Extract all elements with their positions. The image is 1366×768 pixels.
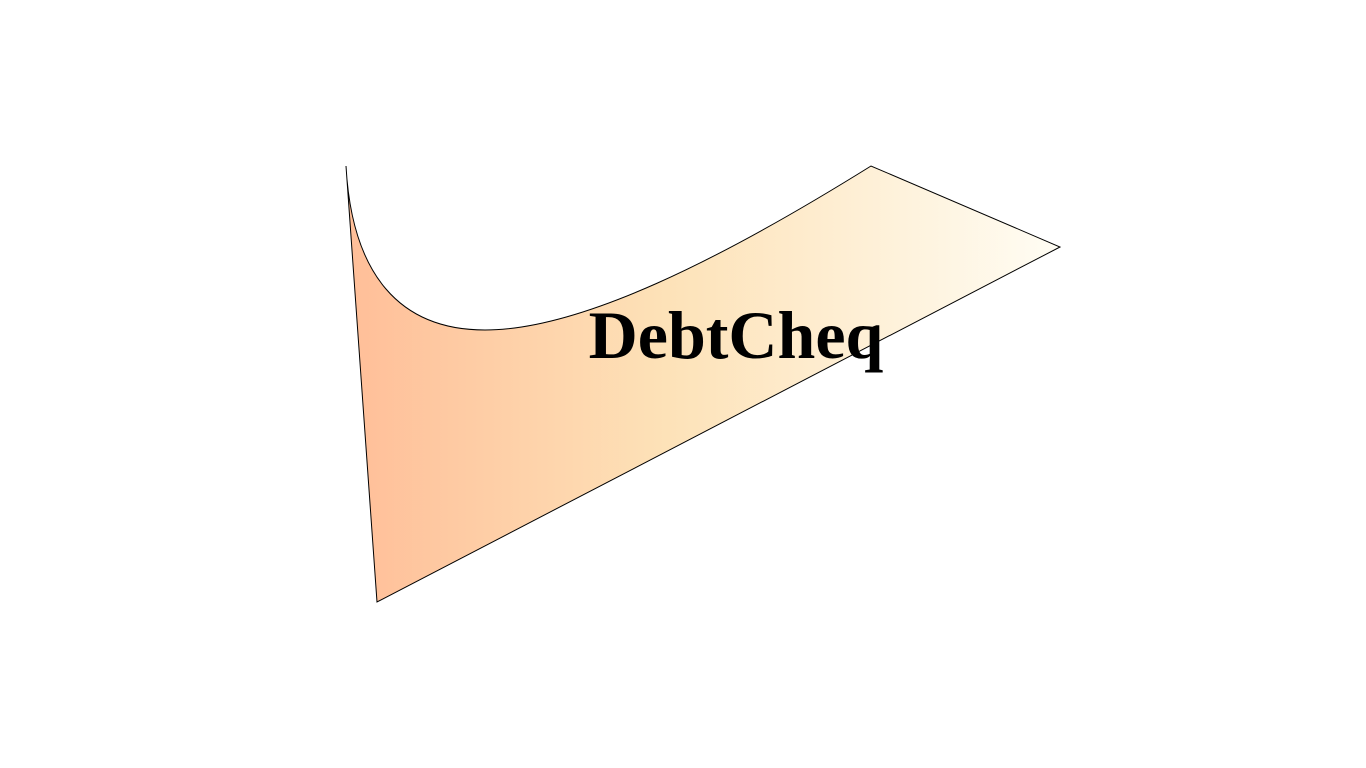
checkmark-swoosh-icon — [345, 165, 1062, 603]
brand-name: DebtCheq — [589, 297, 884, 373]
